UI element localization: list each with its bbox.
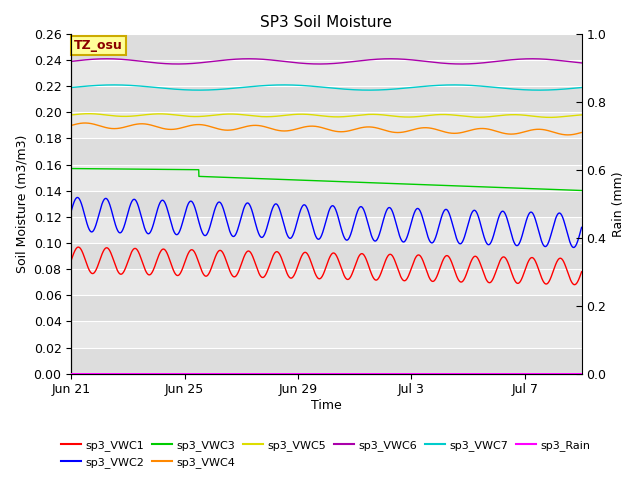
- Bar: [71, 165, 582, 191]
- Y-axis label: Soil Moisture (m3/m3): Soil Moisture (m3/m3): [15, 134, 28, 273]
- Bar: [71, 348, 582, 374]
- Bar: [71, 322, 582, 348]
- Text: TZ_osu: TZ_osu: [74, 39, 123, 52]
- Bar: [71, 139, 582, 165]
- Bar: [71, 60, 582, 86]
- Bar: [71, 34, 582, 60]
- Legend: sp3_VWC1, sp3_VWC2, sp3_VWC3, sp3_VWC4, sp3_VWC5, sp3_VWC6, sp3_VWC7, sp3_Rain: sp3_VWC1, sp3_VWC2, sp3_VWC3, sp3_VWC4, …: [57, 436, 595, 472]
- Bar: [71, 243, 582, 269]
- Y-axis label: Rain (mm): Rain (mm): [612, 171, 625, 237]
- Bar: [71, 217, 582, 243]
- Title: SP3 Soil Moisture: SP3 Soil Moisture: [260, 15, 392, 30]
- Bar: [71, 295, 582, 322]
- X-axis label: Time: Time: [311, 399, 342, 412]
- Bar: [71, 86, 582, 112]
- Bar: [71, 191, 582, 217]
- Bar: [71, 112, 582, 139]
- Bar: [71, 269, 582, 295]
